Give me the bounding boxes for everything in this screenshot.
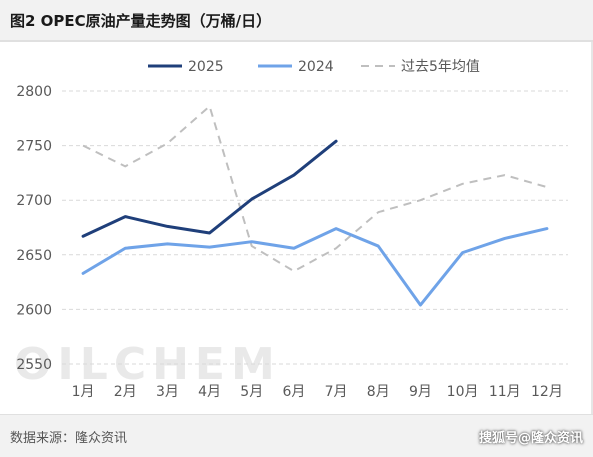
x-tick-label: 9月 (409, 384, 432, 400)
title-bar: 图2 OPEC原油产量走势图（万桶/日） (0, 0, 593, 42)
y-tick-label: 2800 (16, 84, 52, 100)
legend: 2025 2024 过去5年均值 (148, 59, 480, 75)
corner-watermark: 搜狐号@隆众资讯 (478, 431, 583, 446)
series-line-5yr-avg (82, 105, 548, 273)
x-tick-label: 7月 (325, 384, 348, 400)
data-source: 数据来源：隆众资讯 (10, 431, 128, 446)
x-tick-label: 1月 (72, 384, 95, 400)
legend-label: 2024 (298, 59, 334, 75)
y-tick-label: 2650 (16, 248, 52, 264)
footer: 数据来源：隆众资讯 搜狐号@隆众资讯 (0, 414, 593, 457)
x-tick-label: 8月 (367, 384, 390, 400)
y-tick-label: 2700 (16, 193, 52, 209)
x-tick-label: 5月 (240, 384, 263, 400)
x-tick-label: 6月 (282, 384, 305, 400)
legend-label: 过去5年均值 (401, 59, 480, 75)
y-tick-label: 2600 (16, 302, 52, 318)
series-line-2025 (81, 139, 338, 238)
series-line-2024 (81, 227, 549, 307)
series-lines (81, 105, 549, 307)
x-tick-label: 12月 (531, 384, 563, 400)
x-tick-label: 2月 (114, 384, 137, 400)
x-tick-label: 3月 (156, 384, 179, 400)
gridlines (62, 90, 568, 365)
y-tick-label: 2750 (16, 139, 52, 155)
plot-panel: OILCHEM 2550 2600 2650 2700 2750 2800 1月 2月 3月 4… (0, 42, 593, 414)
chart-title: 图2 OPEC原油产量走势图（万桶/日） (10, 12, 272, 30)
x-tick-label: 4月 (198, 384, 221, 400)
legend-label: 2025 (188, 59, 224, 75)
y-tick-label: 2550 (16, 357, 52, 373)
x-tick-label: 11月 (489, 384, 521, 400)
x-tick-label: 10月 (447, 384, 479, 400)
x-axis-ticks: 1月 2月 3月 4月 5月 6月 7月 8月 9月 10月 11月 12月 (72, 384, 563, 400)
y-axis-ticks: 2550 2600 2650 2700 2750 2800 (16, 84, 52, 373)
